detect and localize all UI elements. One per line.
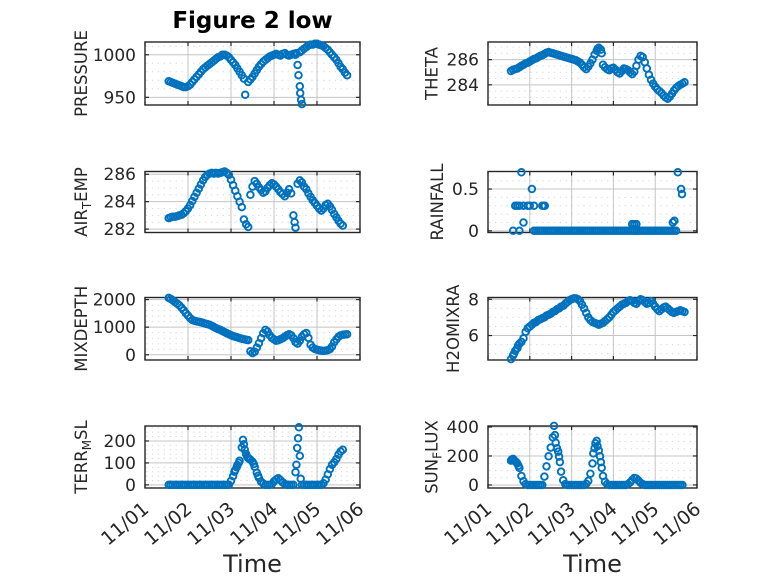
svg-text:1000: 1000 <box>93 318 136 338</box>
y-axis-label-pressure: PRESSURE <box>72 30 91 117</box>
data-points-rainfall <box>508 168 687 236</box>
svg-text:200: 200 <box>104 432 136 452</box>
svg-text:100: 100 <box>104 454 136 474</box>
axes-box <box>144 41 361 106</box>
y-tick-labels: 00.5 <box>452 180 479 242</box>
svg-text:0: 0 <box>125 346 136 366</box>
svg-text:11/02: 11/02 <box>482 498 538 550</box>
svg-text:11/05: 11/05 <box>269 498 325 550</box>
svg-text:1000: 1000 <box>93 46 136 66</box>
svg-text:0.5: 0.5 <box>452 180 479 200</box>
svg-text:2000: 2000 <box>93 291 136 311</box>
data-points-h2omixra <box>506 294 689 364</box>
svg-text:286: 286 <box>104 165 136 185</box>
y-axis-label-rainfall: RAINFALL <box>428 163 447 241</box>
y-axis-label-terr-msl: TERRMSL <box>72 419 94 494</box>
data-points-mixdepth <box>164 293 352 358</box>
svg-text:6: 6 <box>468 327 479 347</box>
axes-box <box>144 296 361 361</box>
minor-grid <box>489 180 696 223</box>
tick-marks <box>144 42 361 105</box>
svg-text:286: 286 <box>447 51 479 71</box>
svg-text:0: 0 <box>468 476 479 496</box>
y-tick-labels: 68 <box>468 290 479 346</box>
y-axis-label-theta: THETA <box>423 46 442 101</box>
data-points-sun-flux <box>506 421 687 490</box>
x-axis-label-right: Time <box>563 550 622 578</box>
svg-text:400: 400 <box>447 418 479 438</box>
figure-title: Figure 2 low <box>172 8 333 34</box>
y-axis-label-sun-flux: SUNFLUX <box>423 420 445 494</box>
tick-marks <box>144 297 361 360</box>
axes-box <box>487 41 698 106</box>
svg-text:11/05: 11/05 <box>607 498 663 550</box>
axes-box <box>487 425 698 489</box>
minor-grid <box>489 46 696 98</box>
axes-box <box>144 425 361 489</box>
svg-text:11/01: 11/01 <box>97 498 153 550</box>
subplot-terr-msl: 0100200TERRMSL11/0111/0211/0311/0411/051… <box>72 419 368 550</box>
svg-text:200: 200 <box>447 447 479 467</box>
svg-text:11/03: 11/03 <box>524 498 580 550</box>
svg-text:950: 950 <box>104 88 136 108</box>
svg-text:11/04: 11/04 <box>226 498 282 550</box>
y-tick-labels: 282 284 286 <box>104 165 136 240</box>
svg-text:11/06: 11/06 <box>649 498 705 550</box>
y-axis-label-h2omixra: H2OMIXRA <box>444 284 463 373</box>
data-points-theta <box>506 43 689 103</box>
major-grid <box>145 42 360 105</box>
svg-text:11/04: 11/04 <box>566 498 622 550</box>
data-points-terr-msl <box>164 423 348 490</box>
svg-text:11/02: 11/02 <box>140 498 196 550</box>
y-tick-labels: 0 1000 2000 <box>93 291 136 366</box>
svg-text:11/03: 11/03 <box>183 498 239 550</box>
axes-box <box>487 296 698 361</box>
tick-marks <box>487 297 698 360</box>
svg-text:284: 284 <box>447 76 479 96</box>
data-points-pressure <box>164 39 352 109</box>
tick-marks <box>487 42 698 105</box>
svg-text:284: 284 <box>104 193 136 213</box>
y-axis-label-air-temp: AIRTEMP <box>72 167 94 237</box>
major-grid <box>488 42 697 105</box>
y-axis-label-mixdepth: MIXDEPTH <box>72 286 91 372</box>
subplot-air-temp: 282 284 286 AIRTEMP <box>72 165 361 240</box>
data-points-air-temp <box>164 167 348 232</box>
svg-text:8: 8 <box>468 290 479 310</box>
svg-text:11/01: 11/01 <box>440 498 496 550</box>
svg-text:282: 282 <box>104 220 136 240</box>
y-tick-labels: 0 200 400 <box>447 418 479 496</box>
svg-text:11/06: 11/06 <box>312 498 368 550</box>
y-tick-labels: 950 1000 <box>93 46 136 109</box>
svg-text:0: 0 <box>468 222 479 242</box>
minor-grid <box>146 427 359 482</box>
x-axis-label-left: Time <box>223 550 282 578</box>
svg-text:0: 0 <box>125 476 136 496</box>
